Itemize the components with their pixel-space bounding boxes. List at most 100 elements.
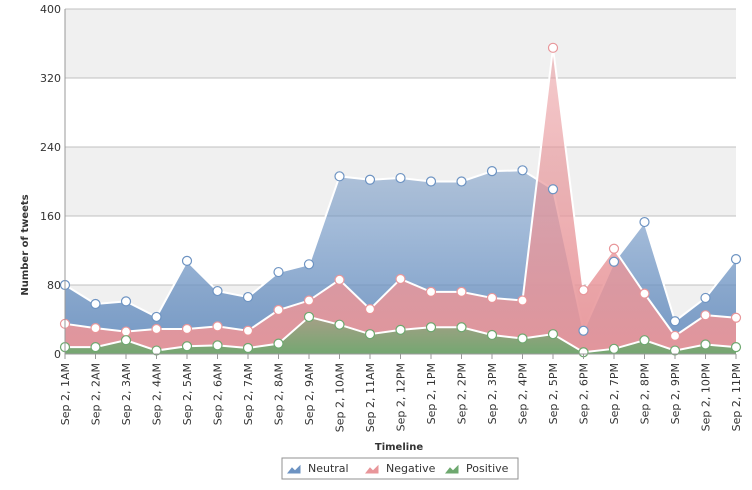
x-tick-label: Sep 2, 8AM: [273, 363, 286, 425]
x-tick-label: Sep 2, 11PM: [730, 363, 743, 431]
marker-positive[interactable]: [273, 338, 284, 349]
marker-positive[interactable]: [395, 324, 406, 335]
marker-positive[interactable]: [456, 322, 467, 333]
x-tick-label: Sep 2, 9PM: [669, 363, 682, 424]
marker-negative[interactable]: [242, 325, 254, 336]
marker-positive[interactable]: [608, 343, 620, 354]
x-tick-label: Sep 2, 7PM: [608, 363, 621, 424]
x-axis-title: Timeline: [375, 442, 423, 453]
marker-negative[interactable]: [486, 292, 498, 304]
marker-neutral[interactable]: [456, 176, 467, 187]
marker-neutral[interactable]: [700, 292, 711, 304]
marker-negative[interactable]: [456, 286, 467, 297]
legend-positive-icon: [444, 464, 459, 474]
marker-negative[interactable]: [547, 42, 559, 53]
marker-neutral[interactable]: [608, 256, 620, 267]
marker-neutral[interactable]: [242, 291, 254, 303]
marker-neutral[interactable]: [303, 259, 315, 270]
y-tick-label: 160: [40, 210, 61, 223]
marker-positive[interactable]: [517, 333, 528, 344]
y-tick-label: 0: [54, 348, 61, 361]
marker-neutral[interactable]: [120, 296, 132, 307]
x-tick-label: Sep 2, 8PM: [639, 363, 652, 424]
y-tick-label: 320: [40, 72, 61, 85]
marker-neutral[interactable]: [425, 176, 437, 187]
legend-neutral-label[interactable]: Neutral: [308, 462, 349, 475]
marker-negative[interactable]: [90, 323, 101, 334]
marker-neutral[interactable]: [90, 298, 101, 310]
x-tick-label: Sep 2, 3PM: [486, 363, 499, 424]
marker-negative[interactable]: [212, 321, 223, 332]
marker-neutral[interactable]: [395, 172, 406, 184]
marker-negative[interactable]: [639, 288, 650, 299]
marker-negative[interactable]: [181, 323, 193, 335]
marker-positive[interactable]: [181, 341, 193, 352]
area-positive: [65, 316, 736, 354]
x-tick-label: Sep 2, 5PM: [547, 363, 560, 424]
marker-negative[interactable]: [669, 330, 681, 341]
marker-negative[interactable]: [334, 274, 345, 285]
x-tick-label: Sep 2, 2AM: [90, 363, 103, 425]
marker-positive[interactable]: [700, 339, 711, 350]
marker-positive[interactable]: [486, 329, 498, 341]
marker-negative[interactable]: [303, 295, 315, 306]
legend: Neutral Negative Positive: [281, 457, 519, 480]
marker-positive[interactable]: [730, 342, 742, 353]
marker-neutral[interactable]: [486, 166, 498, 177]
legend-positive-label[interactable]: Positive: [466, 462, 509, 475]
marker-positive[interactable]: [639, 335, 650, 346]
x-tick-label: Sep 2, 3AM: [120, 363, 133, 425]
legend-negative-icon: [364, 464, 379, 474]
x-tick-label: Sep 2, 11AM: [364, 363, 377, 432]
marker-neutral[interactable]: [364, 174, 376, 185]
x-tick-label: Sep 2, 2PM: [456, 363, 469, 424]
marker-positive[interactable]: [334, 319, 345, 330]
marker-neutral[interactable]: [730, 254, 742, 265]
y-tick-label: 400: [40, 3, 61, 16]
y-tick-labels: 0 80 160 240 320 400: [40, 3, 61, 361]
x-tick-label: Sep 2, 6AM: [212, 363, 225, 425]
marker-negative[interactable]: [425, 286, 437, 297]
x-tick-labels: Sep 2, 1AM Sep 2, 2AM Sep 2, 3AM Sep 2, 4AM…: [59, 363, 743, 432]
marker-positive[interactable]: [120, 335, 132, 346]
marker-negative[interactable]: [700, 310, 711, 321]
marker-neutral[interactable]: [669, 316, 681, 327]
marker-positive[interactable]: [425, 322, 437, 333]
marker-neutral[interactable]: [181, 255, 193, 266]
marker-positive[interactable]: [90, 342, 101, 353]
marker-negative[interactable]: [364, 304, 376, 315]
marker-negative[interactable]: [517, 295, 528, 306]
legend-negative-label[interactable]: Negative: [386, 462, 436, 475]
marker-negative[interactable]: [273, 304, 284, 316]
marker-positive[interactable]: [242, 342, 254, 354]
x-tick-label: Sep 2, 1AM: [59, 363, 72, 425]
marker-negative[interactable]: [395, 273, 406, 285]
marker-negative[interactable]: [120, 326, 132, 337]
x-tick-label: Sep 2, 7AM: [242, 363, 255, 425]
x-tick-label: Sep 2, 4AM: [151, 363, 164, 425]
x-tick-label: Sep 2, 10AM: [334, 363, 347, 432]
marker-neutral[interactable]: [334, 171, 345, 182]
x-tick-label: Sep 2, 10PM: [700, 363, 713, 431]
marker-positive[interactable]: [303, 311, 315, 323]
marker-neutral[interactable]: [578, 325, 589, 336]
marker-neutral[interactable]: [517, 165, 528, 176]
x-tick-label: Sep 2, 1PM: [425, 363, 438, 424]
marker-neutral[interactable]: [212, 285, 223, 297]
marker-negative[interactable]: [608, 243, 620, 254]
marker-positive[interactable]: [547, 329, 559, 340]
marker-neutral[interactable]: [273, 266, 284, 278]
marker-negative[interactable]: [578, 285, 589, 296]
marker-neutral[interactable]: [151, 311, 162, 323]
y-tick-label: 240: [40, 141, 61, 154]
marker-neutral[interactable]: [639, 216, 650, 228]
marker-negative[interactable]: [730, 312, 742, 323]
y-tick-label: 80: [47, 279, 61, 292]
marker-neutral[interactable]: [547, 184, 559, 195]
legend-neutral-icon: [286, 464, 301, 474]
marker-positive[interactable]: [364, 329, 376, 340]
y-axis-title: Number of tweets: [20, 194, 31, 295]
marker-positive[interactable]: [212, 340, 223, 351]
marker-negative[interactable]: [151, 323, 162, 335]
